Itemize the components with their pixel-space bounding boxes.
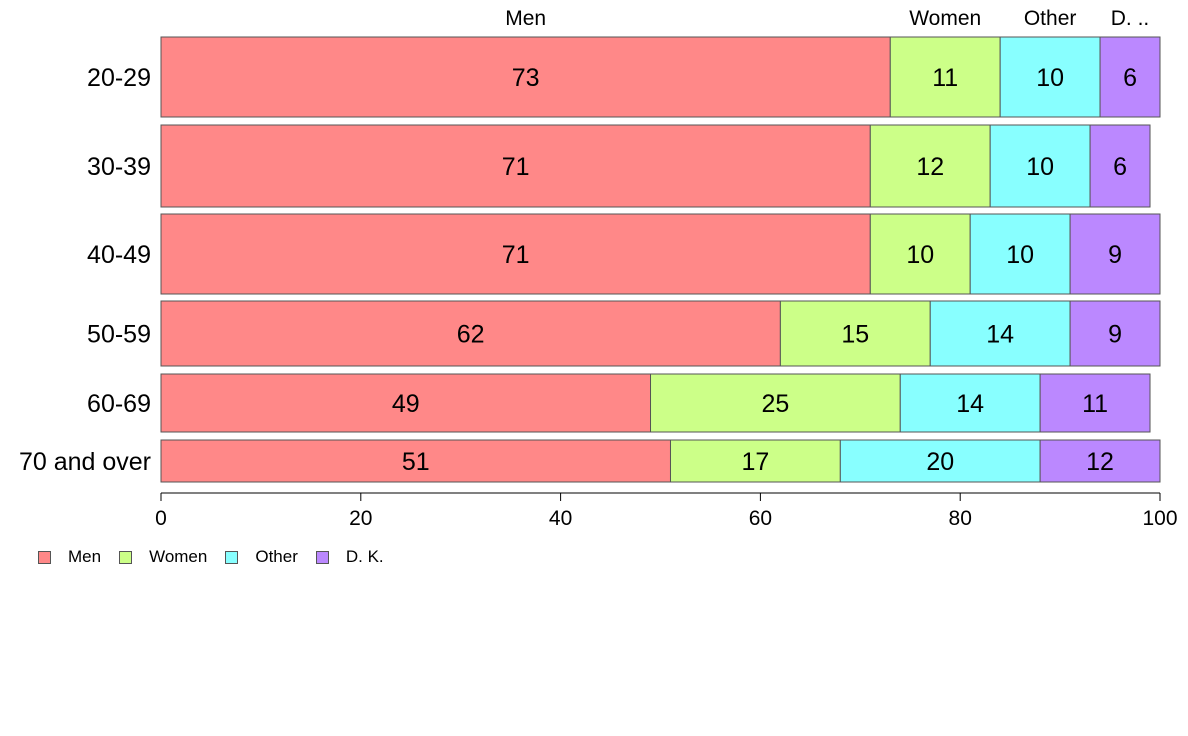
data-label: 11 xyxy=(932,64,958,92)
legend-swatch-men xyxy=(38,550,51,564)
x-tick-label: 0 xyxy=(155,507,167,530)
data-label: 6 xyxy=(1113,153,1127,181)
data-label: 71 xyxy=(502,241,530,269)
bar-segment xyxy=(160,300,781,367)
data-label: 10 xyxy=(1006,241,1034,269)
data-label: 9 xyxy=(1108,241,1122,269)
legend-label-dk: D. K. xyxy=(345,547,384,566)
data-label: 6 xyxy=(1123,64,1137,92)
bar-segment xyxy=(650,373,901,433)
data-label: 10 xyxy=(1026,153,1054,181)
data-label: 12 xyxy=(1086,448,1114,476)
bar-segment xyxy=(160,36,891,118)
bar-segment xyxy=(899,373,1041,433)
category-label: 60-69 xyxy=(87,390,151,418)
category-label: 50-59 xyxy=(87,321,151,349)
bar-segment xyxy=(929,300,1071,367)
bar-segment xyxy=(779,300,931,367)
data-label: 10 xyxy=(1036,64,1064,92)
legend-item-women: Women xyxy=(119,547,207,567)
bar-segment xyxy=(160,439,671,483)
data-label: 11 xyxy=(1082,390,1108,418)
data-label: 12 xyxy=(916,153,944,181)
data-label: 62 xyxy=(457,321,485,349)
data-label: 10 xyxy=(906,241,934,269)
data-label: 51 xyxy=(402,448,430,476)
bar-segment xyxy=(1069,213,1161,295)
x-tick-label: 20 xyxy=(349,507,372,530)
legend-label-other: Other xyxy=(255,547,298,566)
bar-segment xyxy=(1089,124,1151,208)
bar-segment xyxy=(1039,373,1151,433)
data-label: 20 xyxy=(926,448,954,476)
legend-label-women: Women xyxy=(149,547,208,566)
category-label: 20-29 xyxy=(87,64,151,92)
x-tick-label: 40 xyxy=(549,507,572,530)
bar-segment xyxy=(160,213,871,295)
category-label: 40-49 xyxy=(87,241,151,269)
legend-item-other: Other xyxy=(225,547,298,567)
x-tick-label: 80 xyxy=(949,507,972,530)
legend: Men Women Other D. K. xyxy=(38,547,402,567)
bar-segment xyxy=(999,36,1101,118)
top-series-label: Men xyxy=(505,7,546,30)
data-label: 49 xyxy=(392,390,420,418)
legend-swatch-other xyxy=(225,550,239,564)
data-label: 71 xyxy=(502,153,530,181)
legend-item-dk: D. K. xyxy=(315,547,384,567)
legend-label-men: Men xyxy=(68,547,102,566)
x-tick-label: 100 xyxy=(1142,507,1177,530)
data-label: 9 xyxy=(1108,321,1122,349)
legend-swatch-women xyxy=(119,550,133,564)
bar-segment xyxy=(889,36,1001,118)
bar-segment xyxy=(160,373,652,433)
data-label: 14 xyxy=(956,390,984,418)
legend-swatch-dk xyxy=(315,550,329,564)
top-series-label: Other xyxy=(1024,7,1077,30)
legend-item-men: Men xyxy=(38,547,101,567)
bar-segment xyxy=(869,124,991,208)
bar-segment xyxy=(869,213,971,295)
top-series-label: D. .. xyxy=(1111,7,1150,30)
data-label: 15 xyxy=(841,321,869,349)
data-label: 73 xyxy=(512,64,540,92)
bar-segment xyxy=(160,124,871,208)
data-label: 25 xyxy=(761,390,789,418)
bar-segment xyxy=(669,439,841,483)
top-series-label: Women xyxy=(909,7,981,30)
data-label: 14 xyxy=(986,321,1014,349)
bar-segment xyxy=(989,124,1091,208)
data-label: 17 xyxy=(741,448,769,476)
category-label: 30-39 xyxy=(87,153,151,181)
category-label: 70 and over xyxy=(19,448,151,476)
x-tick-label: 60 xyxy=(749,507,772,530)
bar-segment xyxy=(1099,36,1161,118)
bar-segment xyxy=(1039,439,1161,483)
bar-segment xyxy=(1069,300,1161,367)
bar-segment xyxy=(839,439,1041,483)
